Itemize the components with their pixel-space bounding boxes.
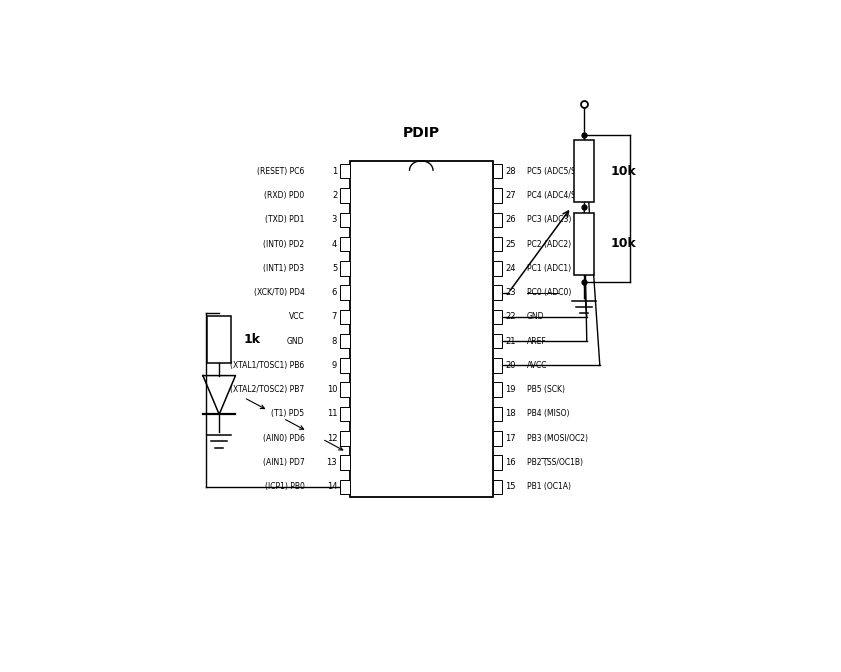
Text: PC4 (ADC4/SDA): PC4 (ADC4/SDA)	[526, 191, 590, 200]
Text: PDIP: PDIP	[403, 126, 440, 140]
Bar	[341, 431, 350, 446]
Bar	[574, 140, 594, 202]
Bar	[341, 456, 350, 470]
Text: 14: 14	[326, 482, 337, 491]
Bar	[493, 237, 502, 251]
Text: 17: 17	[505, 433, 516, 443]
Text: 6: 6	[332, 288, 337, 297]
Text: 20: 20	[505, 361, 516, 370]
Text: 21: 21	[505, 337, 516, 345]
Text: VCC: VCC	[288, 312, 304, 321]
Bar	[493, 261, 502, 276]
Bar	[341, 261, 350, 276]
Bar	[493, 334, 502, 348]
Text: (XTAL2/TOSC2) PB7: (XTAL2/TOSC2) PB7	[230, 385, 304, 394]
Bar	[341, 407, 350, 421]
Bar	[350, 161, 493, 497]
Text: (RXD) PD0: (RXD) PD0	[264, 191, 304, 200]
Text: AVCC: AVCC	[526, 361, 547, 370]
Text: 19: 19	[505, 385, 516, 394]
Bar	[493, 310, 502, 324]
Bar	[493, 407, 502, 421]
Text: (XTAL1/TOSC1) PB6: (XTAL1/TOSC1) PB6	[230, 361, 304, 370]
Bar	[493, 480, 502, 494]
Text: 27: 27	[505, 191, 516, 200]
Text: 28: 28	[505, 167, 516, 175]
Text: 24: 24	[505, 264, 516, 273]
Text: (INT1) PD3: (INT1) PD3	[263, 264, 304, 273]
Text: PB5 (SCK): PB5 (SCK)	[526, 385, 565, 394]
Text: PC0 (ADC0): PC0 (ADC0)	[526, 288, 571, 297]
Bar	[341, 334, 350, 348]
Text: 15: 15	[505, 482, 516, 491]
Text: 1k: 1k	[244, 333, 261, 346]
Text: (T1) PD5: (T1) PD5	[272, 409, 304, 419]
Text: 18: 18	[505, 409, 516, 419]
Text: 4: 4	[332, 239, 337, 249]
Bar	[341, 164, 350, 179]
Text: PB2 (SS/OC1B): PB2 (SS/OC1B)	[526, 458, 583, 467]
Bar	[341, 310, 350, 324]
Bar	[341, 480, 350, 494]
Bar	[493, 188, 502, 203]
Text: PC5 (ADC5/SCL): PC5 (ADC5/SCL)	[526, 167, 588, 175]
Text: 8: 8	[332, 337, 337, 345]
Text: PB1 (OC1A): PB1 (OC1A)	[526, 482, 571, 491]
Text: 2: 2	[332, 191, 337, 200]
Text: 12: 12	[326, 433, 337, 443]
Bar	[341, 286, 350, 300]
Text: 22: 22	[505, 312, 516, 321]
Text: 10k: 10k	[611, 165, 636, 177]
Text: 25: 25	[505, 239, 516, 249]
Text: PB4 (MISO): PB4 (MISO)	[526, 409, 569, 419]
Bar	[574, 212, 594, 275]
Text: 1: 1	[332, 167, 337, 175]
Text: PC2 (ADC2): PC2 (ADC2)	[526, 239, 571, 249]
Text: 16: 16	[505, 458, 516, 467]
Text: 13: 13	[326, 458, 337, 467]
Text: GND: GND	[287, 337, 304, 345]
Bar	[493, 382, 502, 397]
Bar	[493, 431, 502, 446]
Text: AREF: AREF	[526, 337, 547, 345]
Bar	[341, 212, 350, 227]
Bar	[208, 316, 231, 363]
Text: PC3 (ADC3): PC3 (ADC3)	[526, 215, 571, 224]
Bar	[493, 358, 502, 373]
Text: (TXD) PD1: (TXD) PD1	[265, 215, 304, 224]
Text: 7: 7	[332, 312, 337, 321]
Text: (AIN0) PD6: (AIN0) PD6	[262, 433, 304, 443]
Text: PC1 (ADC1): PC1 (ADC1)	[526, 264, 571, 273]
Bar	[341, 188, 350, 203]
Bar	[493, 286, 502, 300]
Text: (XCK/T0) PD4: (XCK/T0) PD4	[254, 288, 304, 297]
Text: (RESET) PC6: (RESET) PC6	[257, 167, 304, 175]
Text: 11: 11	[326, 409, 337, 419]
Text: 5: 5	[332, 264, 337, 273]
Bar	[493, 164, 502, 179]
Text: 3: 3	[332, 215, 337, 224]
Bar	[341, 382, 350, 397]
Bar	[493, 212, 502, 227]
Text: (ICP1) PB0: (ICP1) PB0	[265, 482, 304, 491]
Text: GND: GND	[526, 312, 544, 321]
Text: PB3 (MOSI/OC2): PB3 (MOSI/OC2)	[526, 433, 588, 443]
Text: (INT0) PD2: (INT0) PD2	[263, 239, 304, 249]
Bar	[493, 456, 502, 470]
Text: 9: 9	[332, 361, 337, 370]
Text: 10k: 10k	[611, 237, 636, 250]
Bar	[341, 358, 350, 373]
Text: 23: 23	[505, 288, 516, 297]
Text: (AIN1) PD7: (AIN1) PD7	[263, 458, 304, 467]
Bar	[341, 237, 350, 251]
Text: 26: 26	[505, 215, 516, 224]
Text: 10: 10	[326, 385, 337, 394]
